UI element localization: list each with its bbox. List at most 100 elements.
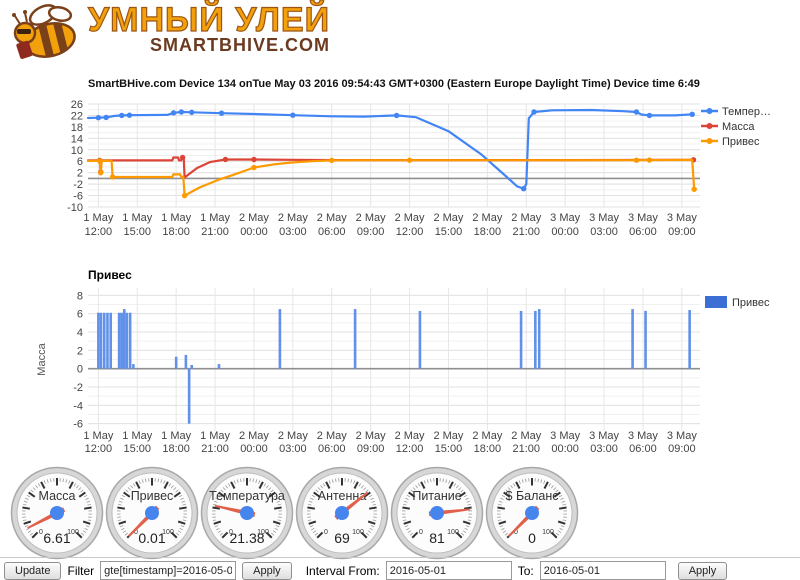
svg-text:15:00: 15:00 bbox=[124, 226, 152, 238]
svg-text:09:00: 09:00 bbox=[357, 226, 385, 238]
interval-from-input[interactable] bbox=[386, 561, 512, 580]
gauge-label: Масса bbox=[39, 489, 76, 503]
svg-text:2 May: 2 May bbox=[317, 430, 347, 442]
to-label: To: bbox=[518, 564, 534, 578]
svg-text:00:00: 00:00 bbox=[240, 226, 268, 238]
svg-text:21:00: 21:00 bbox=[512, 443, 540, 455]
svg-text:18: 18 bbox=[71, 122, 83, 134]
svg-text:09:00: 09:00 bbox=[668, 226, 696, 238]
svg-text:8: 8 bbox=[77, 290, 83, 302]
svg-text:1 May: 1 May bbox=[122, 430, 152, 442]
svg-text:1 May: 1 May bbox=[161, 430, 191, 442]
svg-text:2 May: 2 May bbox=[395, 430, 425, 442]
svg-text:03:00: 03:00 bbox=[279, 443, 307, 455]
svg-text:3 May: 3 May bbox=[550, 430, 580, 442]
logo-title: УМНЫЙ УЛЕЙ bbox=[88, 2, 330, 38]
svg-text:00:00: 00:00 bbox=[551, 226, 579, 238]
svg-text:100: 100 bbox=[352, 529, 364, 536]
filter-apply-button[interactable]: Apply bbox=[242, 562, 292, 580]
svg-text:2 May: 2 May bbox=[511, 430, 541, 442]
svg-text:100: 100 bbox=[542, 529, 554, 536]
filter-input[interactable] bbox=[100, 561, 236, 580]
svg-text:12:00: 12:00 bbox=[85, 226, 113, 238]
svg-text:21:00: 21:00 bbox=[201, 226, 229, 238]
svg-text:15:00: 15:00 bbox=[124, 443, 152, 455]
svg-text:06:00: 06:00 bbox=[629, 226, 657, 238]
svg-text:3 May: 3 May bbox=[628, 430, 658, 442]
svg-text:6: 6 bbox=[77, 309, 83, 321]
svg-text:4: 4 bbox=[77, 327, 83, 339]
svg-text:21:00: 21:00 bbox=[512, 226, 540, 238]
interval-to-input[interactable] bbox=[540, 561, 666, 580]
svg-text:14: 14 bbox=[71, 133, 83, 145]
svg-text:18:00: 18:00 bbox=[162, 226, 190, 238]
logo-text: УМНЫЙ УЛЕЙ SMARTBHIVE.COM bbox=[88, 2, 330, 56]
svg-text:21:00: 21:00 bbox=[201, 443, 229, 455]
svg-text:09:00: 09:00 bbox=[668, 443, 696, 455]
svg-text:2 May: 2 May bbox=[239, 430, 269, 442]
svg-text:03:00: 03:00 bbox=[590, 443, 618, 455]
gauge-label: Привес bbox=[131, 489, 174, 503]
svg-text:1 May: 1 May bbox=[122, 212, 152, 224]
svg-text:06:00: 06:00 bbox=[318, 226, 346, 238]
interval-from-label: Interval From: bbox=[306, 564, 380, 578]
svg-text:2 May: 2 May bbox=[433, 212, 463, 224]
gauge-label: $ Баланс bbox=[506, 489, 559, 503]
gauge-value: 81 bbox=[429, 530, 445, 546]
svg-text:09:00: 09:00 bbox=[357, 443, 385, 455]
svg-text:03:00: 03:00 bbox=[590, 226, 618, 238]
svg-text:2 May: 2 May bbox=[278, 212, 308, 224]
update-button[interactable]: Update bbox=[4, 562, 61, 580]
svg-text:2 May: 2 May bbox=[278, 430, 308, 442]
svg-text:1 May: 1 May bbox=[161, 212, 191, 224]
svg-text:-4: -4 bbox=[73, 400, 83, 412]
svg-text:06:00: 06:00 bbox=[629, 443, 657, 455]
footer-separator bbox=[0, 557, 800, 558]
svg-text:3 May: 3 May bbox=[550, 212, 580, 224]
interval-apply-button[interactable]: Apply bbox=[678, 562, 728, 580]
svg-text:15:00: 15:00 bbox=[435, 443, 463, 455]
svg-text:3 May: 3 May bbox=[667, 430, 697, 442]
svg-text:-2: -2 bbox=[73, 179, 83, 191]
svg-text:Темпер…: Темпер… bbox=[722, 106, 771, 118]
svg-text:06:00: 06:00 bbox=[318, 443, 346, 455]
device-title: SmartBHive.com Device 134 onTue May 03 2… bbox=[88, 78, 700, 90]
svg-text:0: 0 bbox=[324, 529, 328, 536]
footer-controls: Update Filter Apply Interval From: To: A… bbox=[0, 559, 800, 580]
gauge-value: 0.01 bbox=[138, 530, 165, 546]
svg-text:-2: -2 bbox=[73, 382, 83, 394]
svg-text:15:00: 15:00 bbox=[435, 226, 463, 238]
svg-text:3 May: 3 May bbox=[628, 212, 658, 224]
svg-text:Привес: Привес bbox=[732, 297, 770, 309]
svg-text:1 May: 1 May bbox=[83, 212, 113, 224]
svg-text:100: 100 bbox=[447, 529, 459, 536]
gauge-value: 6.61 bbox=[43, 530, 70, 546]
svg-text:2 May: 2 May bbox=[317, 212, 347, 224]
svg-text:0: 0 bbox=[419, 529, 423, 536]
svg-text:2: 2 bbox=[77, 345, 83, 357]
svg-text:1 May: 1 May bbox=[200, 430, 230, 442]
svg-text:3 May: 3 May bbox=[589, 430, 619, 442]
bee-logo-icon bbox=[10, 2, 86, 69]
svg-text:12:00: 12:00 bbox=[396, 443, 424, 455]
svg-text:12:00: 12:00 bbox=[85, 443, 113, 455]
gauge-value: 0 bbox=[528, 530, 536, 546]
svg-text:2 May: 2 May bbox=[356, 430, 386, 442]
gauge-value: 69 bbox=[334, 530, 350, 546]
svg-text:2 May: 2 May bbox=[395, 212, 425, 224]
svg-text:Масса: Масса bbox=[36, 342, 48, 375]
svg-text:1 May: 1 May bbox=[83, 430, 113, 442]
svg-text:22: 22 bbox=[71, 110, 83, 122]
svg-text:1 May: 1 May bbox=[200, 212, 230, 224]
